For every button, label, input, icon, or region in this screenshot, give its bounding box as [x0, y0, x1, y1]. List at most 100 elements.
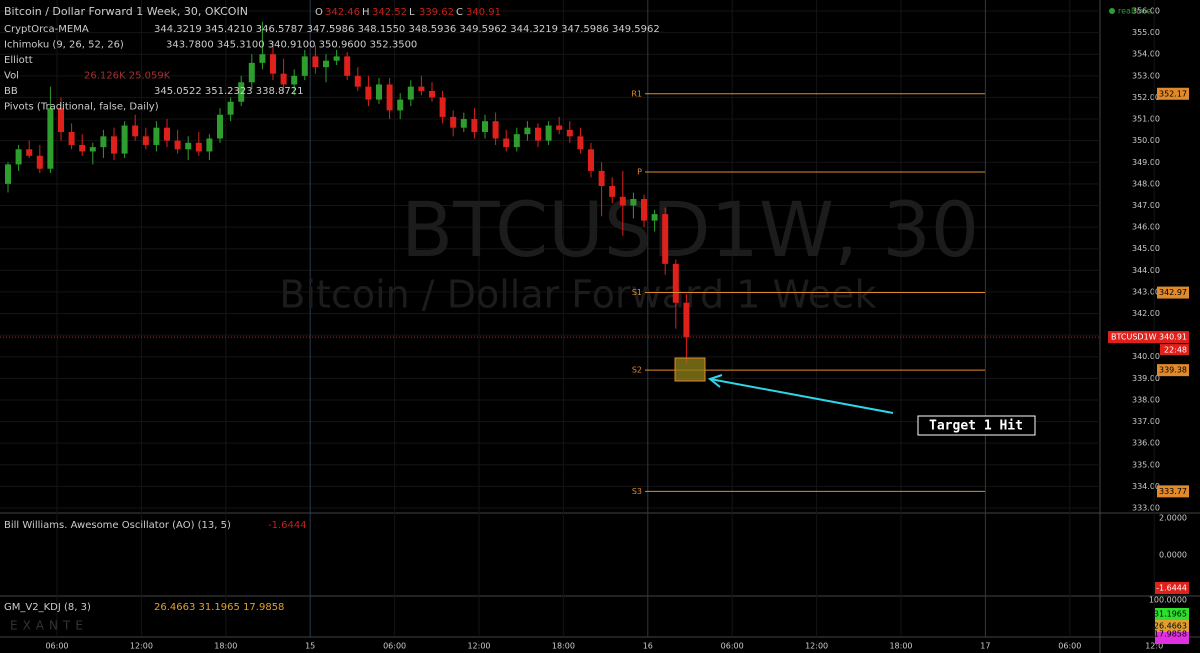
- candle-body: [185, 142, 192, 150]
- candle-body: [577, 136, 584, 150]
- candle-body: [195, 142, 202, 152]
- price-tag-symbol: BTCUSD1W: [1111, 333, 1157, 342]
- x-tick-label: 06:00: [721, 642, 744, 651]
- candle-body: [280, 73, 287, 85]
- ao-value: -1.6444: [268, 520, 307, 531]
- candle-body: [142, 136, 149, 145]
- y-tick-label: 344.00: [1132, 266, 1160, 275]
- candle-body: [47, 108, 54, 169]
- pivot-tag: [1157, 286, 1189, 299]
- kdj-scale: 26.4663: [1154, 622, 1187, 631]
- pivot-tag-label: 333.77: [1159, 487, 1187, 496]
- candle-body: [354, 75, 361, 87]
- indicator-values: 344.3219 345.4210 346.5787 347.5986 348.…: [154, 24, 660, 35]
- indicator-values: 343.7800 345.3100 340.9100 350.9600 352.…: [166, 40, 417, 51]
- timer: 22:48: [1164, 346, 1187, 355]
- ohlc-label: C: [456, 7, 463, 18]
- kdj-scale: 17.9858: [1154, 630, 1187, 639]
- ao-title: Bill Williams. Awesome Oscillator (AO) (…: [4, 520, 231, 531]
- x-tick-label: 18:00: [889, 642, 912, 651]
- candle-body: [429, 90, 435, 98]
- chart-title: Bitcoin / Dollar Forward 1 Week, 30, OKC…: [4, 5, 248, 18]
- candle-body: [89, 147, 96, 152]
- candle-body: [111, 136, 117, 154]
- y-tick-label: 337.00: [1132, 417, 1160, 426]
- candle-body: [588, 149, 594, 171]
- candle-body: [492, 121, 499, 139]
- candle-body: [556, 125, 563, 130]
- y-tick-label: 340.00: [1132, 352, 1160, 361]
- candle-body: [439, 97, 446, 117]
- candle-body: [217, 114, 223, 139]
- candle-body: [418, 86, 425, 91]
- y-tick-label: 346.00: [1132, 223, 1160, 232]
- candle-body: [238, 82, 245, 102]
- ohlc-label: L: [409, 7, 415, 18]
- candle-body: [248, 62, 255, 83]
- candle-body: [545, 125, 552, 141]
- candle-body: [503, 138, 510, 148]
- candle-body: [672, 263, 679, 303]
- y-tick-label: 349.00: [1132, 158, 1160, 167]
- indicator-name[interactable]: CryptOrca-MEMA: [4, 24, 89, 35]
- candle-body: [100, 136, 107, 148]
- y-tick-label: 353.00: [1132, 71, 1160, 80]
- y-tick-label: 348.00: [1132, 179, 1160, 188]
- indicator-name[interactable]: Ichimoku (9, 26, 52, 26): [4, 40, 124, 51]
- candle-body: [153, 127, 160, 145]
- candle-body: [312, 56, 319, 68]
- candle-body: [630, 198, 637, 206]
- indicator-name[interactable]: BB: [4, 86, 18, 97]
- ohlc-label: H: [362, 7, 370, 18]
- candle-body: [376, 84, 382, 100]
- annotation: Target 1 Hit: [929, 419, 1023, 434]
- broker: EXANTE: [10, 619, 88, 633]
- candle-body: [397, 99, 404, 111]
- x-tick-label: 12:00: [467, 642, 490, 651]
- candle-body: [407, 86, 414, 100]
- y-tick-label: 342.00: [1132, 309, 1160, 318]
- y-tick-label: 352.00: [1132, 93, 1160, 102]
- realtime: realtime: [1118, 7, 1151, 16]
- pivot-name: R1: [631, 89, 642, 98]
- candle-body: [259, 54, 266, 63]
- pivot-tag-label: 342.97: [1159, 288, 1187, 297]
- candle-body: [365, 86, 372, 100]
- x-tick-label: 15: [305, 642, 315, 651]
- indicator-name[interactable]: Elliott: [4, 55, 33, 66]
- x-tick-label: 12:00: [805, 642, 828, 651]
- kdj-scale: 31.1965: [1154, 610, 1187, 619]
- candle-body: [323, 60, 329, 68]
- scale-tag: [1155, 608, 1189, 620]
- price-tag-price: 340.91: [1159, 333, 1187, 342]
- indicator-name[interactable]: Vol: [4, 71, 19, 82]
- x-tick-label: 06:00: [45, 642, 68, 651]
- y-tick-label: 347.00: [1132, 201, 1160, 210]
- ohlc-value: 340.91: [466, 7, 501, 18]
- candle-body: [15, 149, 22, 165]
- candle-body: [482, 121, 488, 133]
- y-tick-label: 345.00: [1132, 244, 1160, 253]
- y-tick-label: 334.00: [1132, 482, 1160, 491]
- y-tick-label: 339.00: [1132, 374, 1160, 383]
- candle-body: [174, 140, 181, 150]
- price-tag: [1108, 331, 1189, 344]
- candle-body: [683, 302, 690, 338]
- candle-body: [36, 155, 43, 169]
- candle-body: [68, 132, 75, 145]
- candle-body: [386, 84, 393, 111]
- y-tick-label: 354.00: [1132, 50, 1160, 59]
- scale-tag: [1155, 620, 1189, 632]
- pivot-tag: [1157, 485, 1189, 498]
- ohlc-value: 342.52: [372, 7, 407, 18]
- arrow-head: [707, 374, 723, 388]
- candle-body: [524, 127, 531, 135]
- candle-body: [79, 144, 86, 152]
- realtime-dot: [1109, 8, 1115, 14]
- indicator-name[interactable]: Pivots (Traditional, false, Daily): [4, 102, 159, 113]
- candle-body: [619, 196, 626, 206]
- pivot-name: S1: [632, 288, 642, 297]
- candle-body: [206, 138, 213, 152]
- pivot-tag-label: 352.17: [1159, 89, 1187, 98]
